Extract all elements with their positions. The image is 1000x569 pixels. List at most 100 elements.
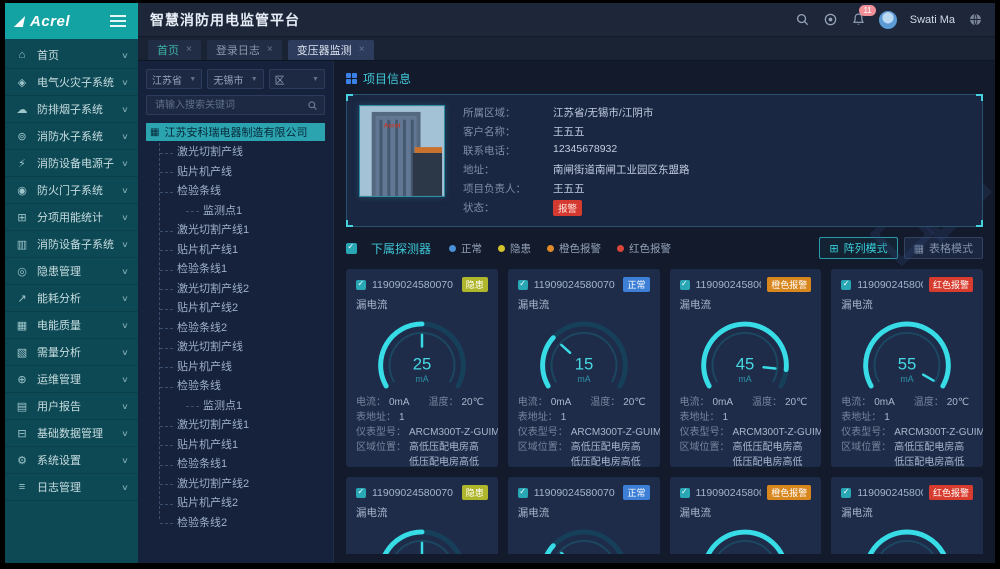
avatar[interactable] <box>878 10 897 29</box>
sidebar-item-9[interactable]: ↗ 能耗分析 ∨ <box>5 285 138 312</box>
device-checkbox[interactable] <box>841 487 852 498</box>
notifications-button[interactable]: 11 <box>851 5 876 27</box>
legend-item: 正常 <box>449 241 482 256</box>
tree-node[interactable]: 检验条线2 <box>146 319 325 339</box>
device-checkbox[interactable] <box>356 279 366 290</box>
tree-node[interactable]: 检验条线2 <box>146 514 325 534</box>
detector-card[interactable]: 11909024580070红色报警漏电流55mA电流：0mA温度：20℃表地址… <box>831 477 983 554</box>
tree-node[interactable]: 激光切割产线 <box>146 338 325 358</box>
search-input[interactable] <box>153 98 303 112</box>
detector-card[interactable]: 11909024580070隐患漏电流25mA电流：0mA温度：20℃表地址：1… <box>346 269 498 467</box>
legend-dot <box>449 244 457 252</box>
chevron-down-icon: ∨ <box>121 77 129 87</box>
tree-node[interactable]: 贴片机产线2 <box>146 494 325 514</box>
legend-label: 红色报警 <box>629 242 672 255</box>
field-label: 电流： <box>517 397 548 408</box>
sidebar-item-13[interactable]: ▤ 用户报告 ∨ <box>5 393 138 420</box>
sidebar-item-5[interactable]: ◉ 防火门子系统 ∨ <box>5 177 138 204</box>
area-location: 区域位置：高低压配电房高低压配电房高低压配电房 <box>518 440 650 467</box>
sidebar-item-0[interactable]: ⌂ 首页 ∨ <box>5 42 138 69</box>
tree-node[interactable]: 激光切割产线1 <box>146 221 325 241</box>
device-checkbox[interactable] <box>517 279 528 290</box>
sidebar-item-4[interactable]: ⚡ 消防设备电源子系统 ∨ <box>5 150 138 177</box>
sidebar-item-2[interactable]: ☁ 防排烟子系统 ∨ <box>5 96 138 123</box>
tree-node[interactable]: 监测点1 <box>146 397 325 417</box>
close-icon[interactable]: × <box>266 44 273 55</box>
tab-0[interactable]: 首页 × <box>148 39 201 60</box>
region-select-0[interactable]: 江苏省 ▼ <box>146 69 203 89</box>
sidebar-item-3[interactable]: ⊚ 消防水子系统 ∨ <box>5 123 138 150</box>
detector-card[interactable]: 11909024580070橙色报警漏电流45mA电流：0mA温度：20℃表地址… <box>669 477 822 554</box>
sidebar-item-15[interactable]: ⚙ 系统设置 ∨ <box>5 447 138 474</box>
device-checkbox[interactable] <box>679 279 690 290</box>
sidebar-item-12[interactable]: ⊕ 运维管理 ∨ <box>5 366 138 393</box>
temperature-value: 温度： 20℃ <box>914 395 973 410</box>
svg-text:mA: mA <box>577 374 590 384</box>
device-checkbox[interactable] <box>679 487 690 498</box>
array-mode-button[interactable]: ⊞ 阵列模式 <box>819 237 898 259</box>
tree-node[interactable]: 激光切割产线 <box>146 143 325 163</box>
logo-text: Acrel <box>30 12 71 30</box>
tree-node[interactable]: 检验条线 <box>146 182 325 202</box>
tree-node[interactable]: 监测点1 <box>146 202 325 222</box>
view-button-label: 表格模式 <box>929 243 973 255</box>
tree-node[interactable]: 检验条线1 <box>146 260 325 280</box>
sidebar-item-14[interactable]: ⊟ 基础数据管理 ∨ <box>5 420 138 447</box>
chevron-down-icon: ∨ <box>121 212 129 222</box>
tree-node[interactable]: 贴片机产线1 <box>146 436 325 456</box>
tree-node[interactable]: 激光切割产线2 <box>146 475 325 495</box>
sidebar-item-7[interactable]: ▥ 消防设备子系统 ∨ <box>5 231 138 258</box>
sidebar-item-icon: ◎ <box>17 265 27 278</box>
sidebar-item-1[interactable]: ◈ 电气火灾子系统 ∨ <box>5 69 138 96</box>
tab-2[interactable]: 变压器监测 × <box>287 39 374 60</box>
region-select-1[interactable]: 无锡市 ▼ <box>207 69 264 89</box>
tree-node[interactable]: 检验条线1 <box>146 455 325 475</box>
language-icon[interactable] <box>968 12 983 27</box>
metric-label: 漏电流 <box>517 507 550 519</box>
sidebar-item-8[interactable]: ◎ 隐患管理 ∨ <box>5 258 138 285</box>
tree-node[interactable]: 贴片机产线 <box>146 358 325 378</box>
sidebar-item-11[interactable]: ▧ 需量分析 ∨ <box>5 339 138 366</box>
detector-card[interactable]: 11909024580070橙色报警漏电流45mA电流：0mA温度：20℃表地址… <box>669 269 822 467</box>
tab-1[interactable]: 登录日志 × <box>206 39 282 60</box>
field-value: ARCM300T-Z-GUIM <box>732 427 822 438</box>
theme-icon[interactable] <box>823 12 838 27</box>
chevron-down-icon: ∨ <box>121 455 129 465</box>
detector-card[interactable]: 11909024580070正常漏电流15mA电流：0mA温度：20℃表地址：1… <box>507 269 660 467</box>
tree-node[interactable]: 贴片机产线 <box>146 163 325 183</box>
device-checkbox[interactable] <box>356 487 366 498</box>
tree-node[interactable]: 激光切割产线2 <box>146 280 325 300</box>
tree-root-company[interactable]: ▦ 江苏安科瑞电器制造有限公司 <box>146 123 325 141</box>
svg-text:55: 55 <box>898 354 917 373</box>
tree-node[interactable]: 贴片机产线2 <box>146 299 325 319</box>
detector-card[interactable]: 11909024580070正常漏电流15mA电流：0mA温度：20℃表地址：1… <box>507 477 660 554</box>
table-mode-button[interactable]: ▦ 表格模式 <box>903 237 983 259</box>
sidebar-item-16[interactable]: ≡ 日志管理 ∨ <box>5 474 138 501</box>
tree-node[interactable]: 激光切割产线1 <box>146 416 325 436</box>
region-select-2[interactable]: 区 ▼ <box>268 69 325 89</box>
detector-card[interactable]: 11909024580070隐患漏电流25mA电流：0mA温度：20℃表地址：1… <box>346 477 498 554</box>
device-checkbox[interactable] <box>841 279 852 290</box>
field-label: 状态： <box>463 202 495 214</box>
detector-card[interactable]: 11909024580070红色报警漏电流55mA电流：0mA温度：20℃表地址… <box>831 269 983 467</box>
meter-address: 表地址： 1 <box>356 410 488 425</box>
username[interactable]: Swati Ma <box>909 13 955 26</box>
tree-node[interactable]: 检验条线 <box>146 377 325 397</box>
close-icon[interactable]: × <box>186 44 192 55</box>
hamburger-menu-icon[interactable] <box>110 15 126 27</box>
detector-checkbox[interactable] <box>346 242 357 254</box>
tree-node[interactable]: 贴片机产线1 <box>146 241 325 261</box>
sidebar-item-10[interactable]: ▦ 电能质量 ∨ <box>5 312 138 339</box>
svg-text:mA: mA <box>415 374 428 384</box>
close-icon[interactable]: × <box>358 44 365 55</box>
device-checkbox[interactable] <box>517 487 528 498</box>
table-icon: ▦ <box>913 242 924 255</box>
svg-text:mA: mA <box>900 374 913 384</box>
search-icon[interactable] <box>307 100 318 111</box>
status-badge: 橙色报警 <box>767 277 812 292</box>
search-icon[interactable] <box>795 12 810 27</box>
sidebar-item-6[interactable]: ⊞ 分项用能统计 ∨ <box>5 204 138 231</box>
